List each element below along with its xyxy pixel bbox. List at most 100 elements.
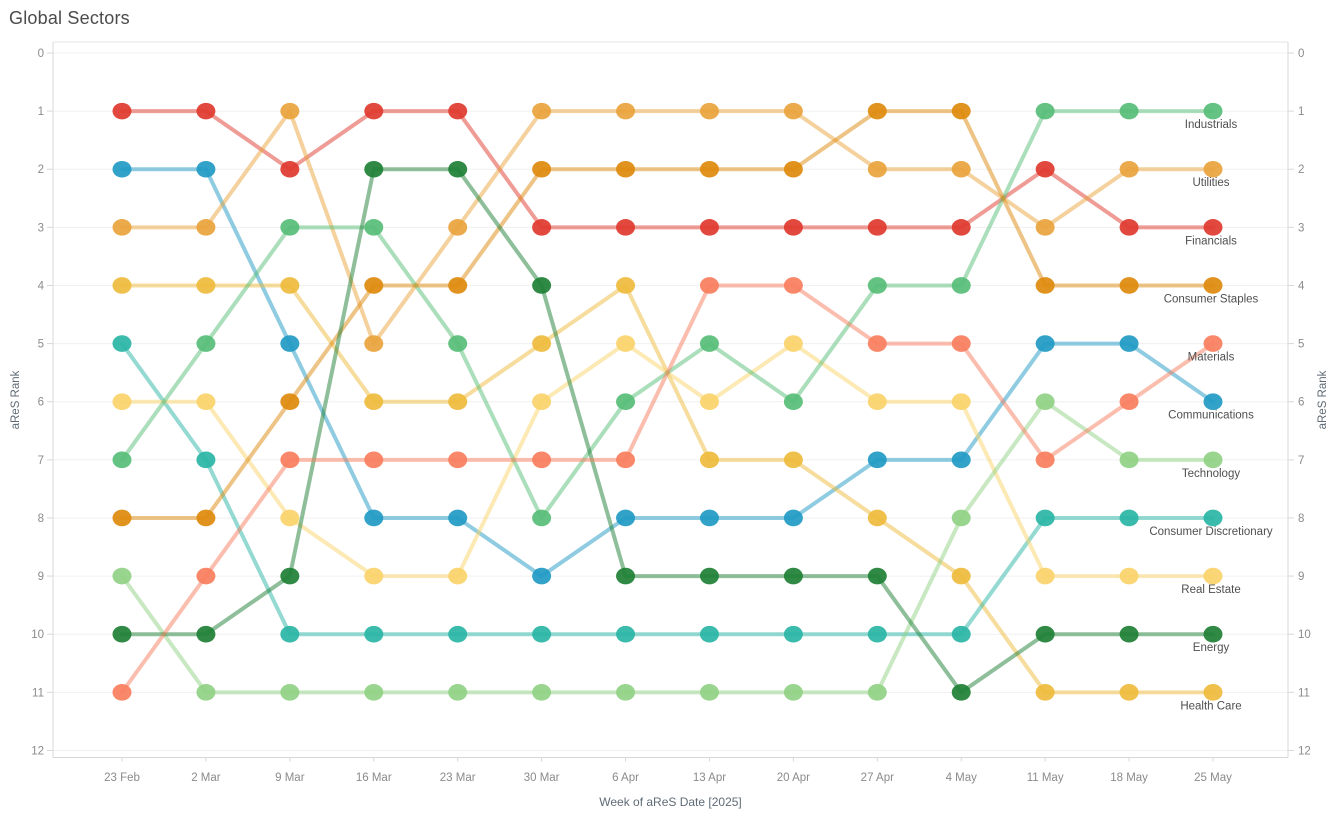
data-point-communications-18-may[interactable] (1119, 335, 1139, 352)
data-point-financials-16-mar[interactable] (364, 102, 384, 120)
data-point-communications-9-mar[interactable] (280, 335, 300, 352)
data-point-energy-25-may[interactable] (1203, 625, 1223, 643)
data-point-technology-4-may[interactable] (951, 509, 971, 527)
data-point-materials-11-may[interactable] (1035, 451, 1055, 469)
data-point-technology-27-apr[interactable] (867, 684, 887, 701)
data-point-energy-11-may[interactable] (1035, 625, 1055, 643)
data-point-financials-2-mar[interactable] (196, 102, 216, 120)
data-point-industrials-30-mar[interactable] (532, 509, 552, 527)
data-point-financials-4-may[interactable] (951, 219, 971, 236)
data-point-materials-20-apr[interactable] (783, 277, 803, 294)
data-point-communications-30-mar[interactable] (532, 567, 552, 585)
data-point-technology-9-mar[interactable] (280, 684, 300, 701)
data-point-consumer-staples-9-mar[interactable] (280, 393, 300, 411)
data-point-industrials-23-mar[interactable] (448, 335, 468, 352)
data-point-energy-23-feb[interactable] (112, 625, 132, 643)
data-point-real-estate-30-mar[interactable] (532, 393, 552, 411)
data-point-real-estate-13-apr[interactable] (699, 393, 719, 411)
data-point-consumer-staples-20-apr[interactable] (783, 160, 803, 178)
data-point-technology-18-may[interactable] (1119, 451, 1139, 469)
data-point-real-estate-6-apr[interactable] (616, 335, 636, 352)
data-point-financials-20-apr[interactable] (783, 219, 803, 236)
data-point-industrials-27-apr[interactable] (867, 277, 887, 294)
data-point-technology-2-mar[interactable] (196, 684, 216, 701)
data-point-utilities-9-mar[interactable] (280, 102, 300, 120)
data-point-energy-18-may[interactable] (1119, 625, 1139, 643)
data-point-utilities-4-may[interactable] (951, 160, 971, 178)
data-point-industrials-9-mar[interactable] (280, 219, 300, 236)
data-point-materials-18-may[interactable] (1119, 393, 1139, 411)
data-point-consumer-discretionary-23-feb[interactable] (112, 335, 132, 352)
data-point-consumer-discretionary-18-may[interactable] (1119, 509, 1139, 527)
data-point-real-estate-27-apr[interactable] (867, 393, 887, 411)
data-point-materials-4-may[interactable] (951, 335, 971, 352)
data-point-technology-23-mar[interactable] (448, 684, 468, 701)
data-point-utilities-20-apr[interactable] (783, 102, 803, 120)
data-point-real-estate-9-mar[interactable] (280, 509, 300, 527)
data-point-real-estate-23-mar[interactable] (448, 567, 468, 585)
data-point-health-care-6-apr[interactable] (616, 277, 636, 294)
data-point-materials-30-mar[interactable] (532, 451, 552, 469)
data-point-technology-13-apr[interactable] (699, 684, 719, 701)
data-point-industrials-20-apr[interactable] (783, 393, 803, 411)
data-point-technology-6-apr[interactable] (616, 684, 636, 701)
data-point-health-care-27-apr[interactable] (867, 509, 887, 527)
data-point-consumer-staples-23-feb[interactable] (112, 509, 132, 527)
data-point-communications-11-may[interactable] (1035, 335, 1055, 352)
data-point-communications-6-apr[interactable] (616, 509, 636, 527)
data-point-communications-27-apr[interactable] (867, 451, 887, 469)
data-point-consumer-staples-18-may[interactable] (1119, 277, 1139, 294)
data-point-technology-30-mar[interactable] (532, 684, 552, 701)
data-point-consumer-staples-4-may[interactable] (951, 102, 971, 120)
data-point-real-estate-23-feb[interactable] (112, 393, 132, 411)
data-point-health-care-23-mar[interactable] (448, 393, 468, 411)
data-point-financials-13-apr[interactable] (699, 219, 719, 236)
data-point-industrials-6-apr[interactable] (616, 393, 636, 411)
data-point-technology-16-mar[interactable] (364, 684, 384, 701)
data-point-communications-16-mar[interactable] (364, 509, 384, 527)
data-point-industrials-16-mar[interactable] (364, 219, 384, 236)
data-point-financials-30-mar[interactable] (532, 219, 552, 236)
data-point-real-estate-11-may[interactable] (1035, 567, 1055, 585)
data-point-consumer-staples-23-mar[interactable] (448, 277, 468, 294)
data-point-health-care-16-mar[interactable] (364, 393, 384, 411)
data-point-energy-16-mar[interactable] (364, 160, 384, 178)
data-point-real-estate-4-may[interactable] (951, 393, 971, 411)
data-point-materials-23-mar[interactable] (448, 451, 468, 469)
data-point-financials-27-apr[interactable] (867, 219, 887, 236)
data-point-health-care-9-mar[interactable] (280, 277, 300, 294)
data-point-utilities-23-mar[interactable] (448, 219, 468, 236)
data-point-industrials-18-may[interactable] (1119, 102, 1139, 120)
data-point-financials-9-mar[interactable] (280, 160, 300, 178)
data-point-consumer-discretionary-16-mar[interactable] (364, 625, 384, 643)
data-point-consumer-staples-25-may[interactable] (1203, 277, 1223, 294)
data-point-consumer-discretionary-27-apr[interactable] (867, 625, 887, 643)
data-point-financials-25-may[interactable] (1203, 219, 1223, 236)
data-point-technology-11-may[interactable] (1035, 393, 1055, 411)
data-point-consumer-discretionary-13-apr[interactable] (699, 625, 719, 643)
data-point-health-care-2-mar[interactable] (196, 277, 216, 294)
data-point-materials-13-apr[interactable] (699, 277, 719, 294)
data-point-financials-23-feb[interactable] (112, 102, 132, 120)
data-point-energy-6-apr[interactable] (616, 567, 636, 585)
data-point-consumer-staples-16-mar[interactable] (364, 277, 384, 294)
data-point-industrials-23-feb[interactable] (112, 451, 132, 469)
data-point-health-care-30-mar[interactable] (532, 335, 552, 352)
data-point-health-care-18-may[interactable] (1119, 684, 1139, 701)
data-point-health-care-13-apr[interactable] (699, 451, 719, 469)
data-point-utilities-13-apr[interactable] (699, 102, 719, 120)
data-point-real-estate-25-may[interactable] (1203, 567, 1223, 585)
data-point-technology-23-feb[interactable] (112, 567, 132, 585)
data-point-utilities-6-apr[interactable] (616, 102, 636, 120)
data-point-consumer-staples-13-apr[interactable] (699, 160, 719, 178)
data-point-industrials-25-may[interactable] (1203, 102, 1223, 120)
data-point-real-estate-16-mar[interactable] (364, 567, 384, 585)
data-point-materials-16-mar[interactable] (364, 451, 384, 469)
data-point-industrials-13-apr[interactable] (699, 335, 719, 352)
data-point-consumer-discretionary-30-mar[interactable] (532, 625, 552, 643)
data-point-materials-23-feb[interactable] (112, 684, 132, 701)
data-point-communications-2-mar[interactable] (196, 160, 216, 178)
data-point-consumer-discretionary-25-may[interactable] (1203, 509, 1223, 527)
data-point-real-estate-20-apr[interactable] (783, 335, 803, 352)
data-point-technology-20-apr[interactable] (783, 684, 803, 701)
